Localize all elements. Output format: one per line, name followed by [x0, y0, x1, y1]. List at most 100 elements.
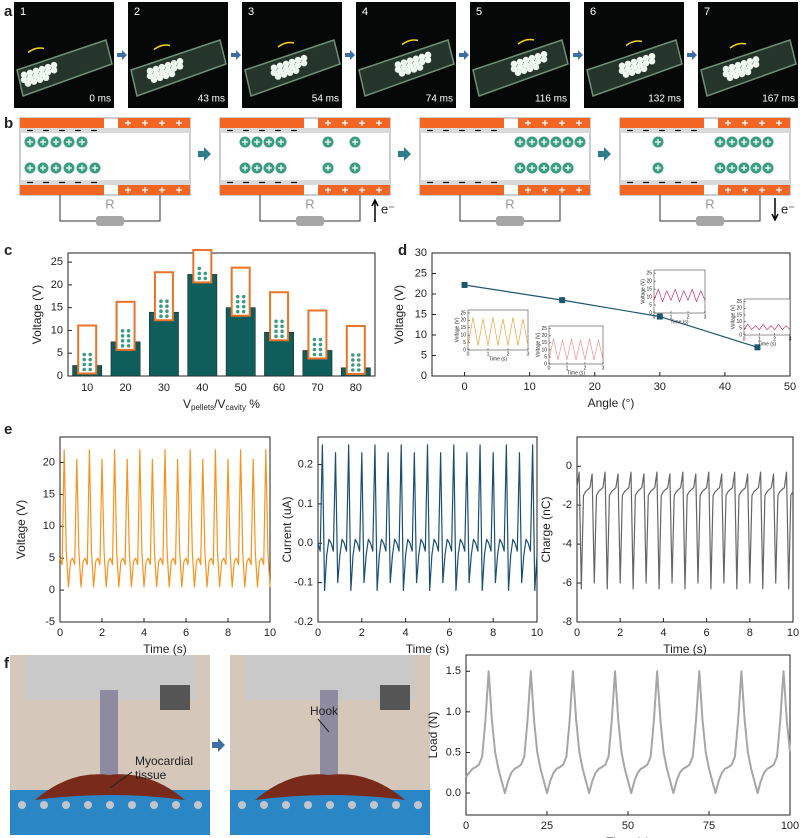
step-arrow [345, 50, 355, 60]
current-arrow [771, 198, 779, 222]
tube-icon [115, 300, 136, 351]
pellet-icon [357, 363, 361, 367]
y-tick-label: 10 [43, 520, 55, 532]
pellet-sign [765, 165, 771, 171]
x-axis-label: Time (s) [758, 341, 776, 347]
pellet [514, 69, 522, 76]
machine [160, 685, 190, 710]
x-axis-label-part: V [183, 397, 191, 411]
dielectric [20, 128, 190, 133]
pellet [286, 69, 294, 76]
y-tick-label: 25 [646, 271, 652, 277]
y-tick-label: 0 [463, 347, 466, 353]
pellet [534, 52, 542, 60]
x-tick-label: 0 [463, 820, 469, 832]
y-tick-label: -4 [562, 538, 572, 550]
y-tick-label: 10 [51, 324, 63, 336]
screw [414, 801, 422, 809]
y-tick-label: 25 [51, 256, 63, 268]
x-tick-label: 80 [350, 382, 362, 394]
x-axis-label: Time (s) [143, 642, 187, 656]
plot-frame [576, 436, 794, 623]
panel-label: d [398, 242, 407, 259]
screw [106, 801, 114, 809]
x-tick-label: 40 [196, 382, 208, 394]
x-tick-label: 20 [589, 381, 601, 393]
pellet-icon [312, 342, 317, 347]
pellet [752, 56, 760, 63]
x-tick-label: 100 [781, 820, 799, 832]
pellet-sign [79, 139, 85, 145]
screw [348, 801, 356, 809]
y-tick-label: 0.1 [298, 498, 313, 510]
pellet [50, 66, 58, 74]
series-line [743, 324, 791, 330]
pellet [540, 56, 548, 63]
tube-icon [307, 309, 328, 360]
dielectric [420, 128, 590, 133]
pellet [752, 61, 760, 68]
x-axis-label: Time (s) [567, 370, 585, 376]
pellet-icon [312, 347, 317, 352]
pellet-sign [729, 165, 735, 171]
pellet [394, 61, 402, 68]
electrode [318, 118, 390, 128]
x-tick-label: 3 [602, 365, 605, 371]
electron-label: e⁻ [781, 201, 795, 216]
pellet [162, 72, 170, 80]
tube-icon [192, 249, 213, 284]
pellet [292, 67, 300, 75]
pellet-icon [126, 339, 131, 343]
pellet-sign [266, 165, 272, 171]
pellet [30, 78, 38, 85]
x-tick-label: 30 [654, 381, 666, 393]
pellet-icon [280, 329, 284, 334]
leader [109, 771, 133, 789]
pellet-icon [120, 329, 125, 333]
x-tick-label: 8 [747, 627, 753, 639]
electron-label: e⁻ [381, 201, 395, 216]
electrode [718, 185, 790, 195]
pellet-icon [235, 294, 240, 299]
pellet-icon [126, 344, 131, 348]
y-tick-label: 15 [736, 312, 742, 318]
tube-icon [345, 325, 366, 375]
y-tick-label: -6 [562, 577, 572, 589]
pellet [744, 68, 752, 76]
x-tick-label: 10 [531, 627, 543, 639]
electrode [118, 185, 190, 195]
y-tick-label: 0 [421, 370, 427, 382]
electrode [420, 118, 504, 128]
frame-number: 4 [362, 6, 368, 18]
y-tick-label: 10 [541, 347, 547, 353]
marker [656, 313, 663, 320]
pellet-icon [241, 299, 246, 304]
x-axis-label-part: % [246, 397, 260, 411]
y-tick-label: 20 [43, 456, 55, 468]
frame-number: 3 [248, 6, 254, 18]
dielectric [20, 180, 190, 185]
panel-label: b [4, 115, 13, 132]
screw [84, 801, 92, 809]
y-tick-label: 25 [415, 267, 427, 279]
pellet [300, 59, 308, 67]
motion-arrow [517, 38, 535, 45]
y-tick-label: 5 [463, 340, 466, 346]
screw [150, 801, 158, 809]
x-tick-label: 8 [490, 627, 496, 639]
pellet-sign [741, 139, 747, 145]
pellet-icon [312, 337, 317, 342]
pellet-icon [280, 319, 284, 324]
electrode [220, 118, 304, 128]
screw [392, 801, 400, 809]
pellet [44, 68, 52, 76]
y-tick-label: 0.5 [446, 746, 461, 758]
pellet-icon [318, 337, 323, 342]
pellet-icon [165, 314, 169, 319]
pellet-icon [159, 314, 163, 319]
panel-label: c [4, 242, 12, 259]
x-tick-label: 0 [461, 381, 467, 393]
pellet [640, 65, 648, 73]
y-axis-label: Load (N) [426, 712, 440, 759]
pellet-icon [88, 352, 92, 357]
